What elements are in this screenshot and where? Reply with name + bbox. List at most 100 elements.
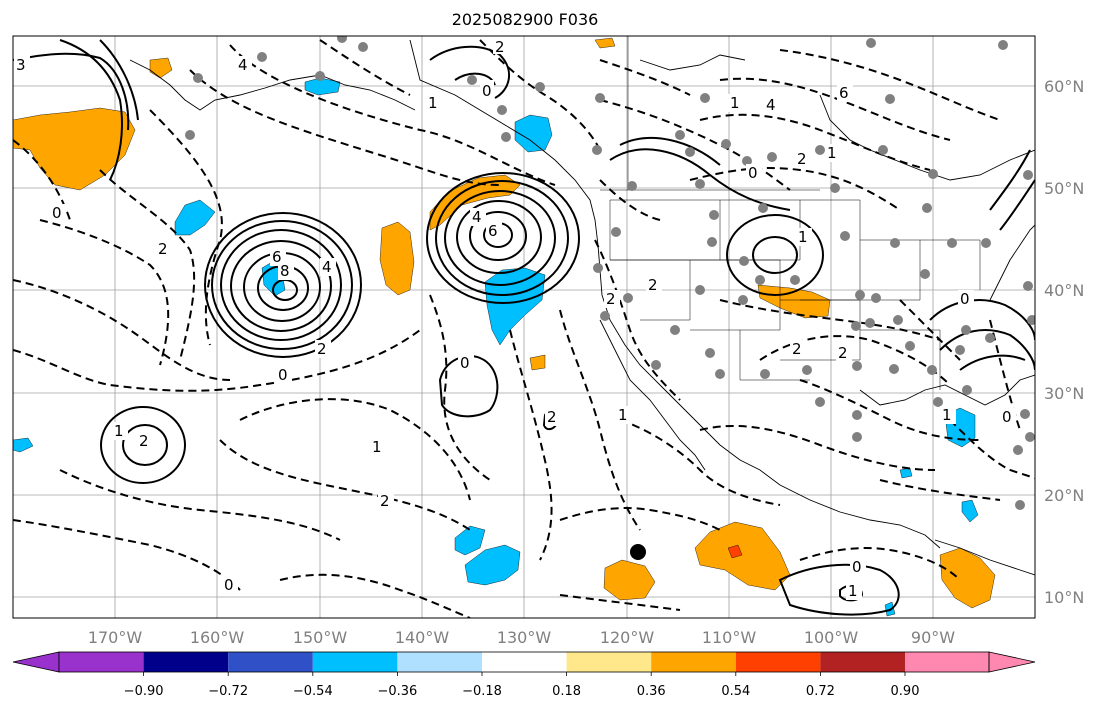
orange-patch — [939, 547, 996, 609]
contour-label: 2 — [139, 432, 149, 450]
orange-patch — [529, 354, 546, 371]
contour-label: 0 — [852, 558, 862, 576]
lat-label: 40°N — [1044, 281, 1084, 300]
contour-label: 2 — [606, 290, 616, 308]
colorbar-segment — [482, 652, 567, 672]
orange-patch — [603, 559, 656, 601]
state-borders — [600, 36, 981, 390]
colorbar-tick: −0.72 — [208, 684, 248, 699]
lat-label: 60°N — [1044, 77, 1084, 96]
contour-label: 6 — [272, 248, 282, 266]
contour-label: 1 — [428, 94, 438, 112]
lat-label: 20°N — [1044, 486, 1084, 505]
contour-label: 4 — [322, 258, 332, 276]
lon-label: 130°W — [497, 628, 552, 647]
lon-label: 90°W — [911, 628, 955, 647]
colorbar-extend-high — [988, 651, 1036, 673]
orange-patch — [757, 284, 831, 319]
contour-label: 1 — [798, 228, 808, 246]
colorbar: −0.90 −0.72 −0.54 −0.36 −0.18 0.18 0.36 … — [12, 651, 1036, 699]
coastlines — [129, 39, 1035, 576]
colorbar-segment — [312, 652, 398, 672]
lat-label: 50°N — [1044, 179, 1084, 198]
cyan-patch — [899, 467, 913, 479]
contour-label: 4 — [238, 56, 248, 74]
colorbar-segment — [228, 652, 313, 672]
dashed-contours — [13, 39, 1035, 618]
colorbar-segment — [651, 652, 736, 672]
contour-label: 2 — [838, 344, 848, 362]
map-title: 2025082900 F036 — [451, 10, 599, 29]
contour-label: 0 — [1002, 408, 1012, 426]
colorbar-tick: −0.36 — [377, 684, 417, 699]
contour-label: 6 — [488, 222, 498, 240]
colorbar-segment — [905, 652, 989, 672]
contour-label: 8 — [280, 262, 290, 280]
contour-label: 1 — [114, 422, 124, 440]
contour-label: 1 — [372, 438, 382, 456]
contour-label: 0 — [52, 204, 62, 222]
contour-labels: 2 0 1 4 6 8 6 4 2 0 0 1 2 2 1 0 2 0 1 2 … — [14, 36, 1016, 600]
lon-label: 110°W — [702, 628, 757, 647]
red-patch — [727, 544, 743, 559]
contour-label: 1 — [618, 406, 628, 424]
contour-label: 0 — [224, 576, 234, 594]
lon-label: 170°W — [88, 628, 143, 647]
cyan-patch — [454, 525, 486, 556]
anomaly-shading — [13, 37, 996, 617]
cyan-patch — [174, 199, 216, 236]
cyan-patch — [13, 437, 34, 453]
contour-label: 0 — [960, 290, 970, 308]
colorbar-tick: −0.18 — [462, 684, 502, 699]
colorbar-tick: 0.90 — [891, 684, 920, 699]
colorbar-extend-low — [12, 651, 60, 673]
contour-label: 1 — [942, 406, 952, 424]
colorbar-tick: 0.54 — [721, 684, 750, 699]
cyan-patch — [464, 544, 521, 586]
contour-label: 2 — [317, 340, 327, 358]
contour-label: 2 — [547, 408, 557, 426]
contour-label: 2 — [792, 340, 802, 358]
cyan-patch — [514, 114, 553, 153]
contour-label: 6 — [839, 84, 849, 102]
colorbar-segment — [397, 652, 482, 672]
contour-label: 2 — [797, 150, 807, 168]
lon-label: 160°W — [190, 628, 245, 647]
colorbar-segment — [59, 652, 144, 672]
contour-label: 0 — [748, 164, 758, 182]
contour-label: 2 — [158, 240, 168, 258]
contour-label: 2 — [495, 38, 505, 56]
lon-label: 120°W — [600, 628, 655, 647]
lat-label: 30°N — [1044, 384, 1084, 403]
station-markers — [185, 36, 1035, 510]
lon-label: 150°W — [293, 628, 348, 647]
colorbar-tick: −0.90 — [124, 684, 164, 699]
map-frame — [12, 35, 1036, 619]
storm-center-marker — [630, 544, 646, 560]
contour-label: 1 — [848, 582, 858, 600]
lon-label: 140°W — [395, 628, 450, 647]
colorbar-tick: 0.18 — [552, 684, 581, 699]
contour-label: 4 — [472, 208, 482, 226]
colorbar-segment — [566, 652, 652, 672]
contour-label: 0 — [460, 354, 470, 372]
colorbar-segment — [143, 652, 229, 672]
cyan-patch — [961, 499, 979, 523]
colorbar-tick: 0.36 — [637, 684, 666, 699]
contour-label: 3 — [16, 56, 26, 74]
colorbar-tick: 0.72 — [806, 684, 835, 699]
latitude-labels: 60°N 50°N 40°N 30°N 20°N 10°N — [1044, 77, 1084, 607]
longitude-labels: 170°W 160°W 150°W 140°W 130°W 120°W 110°… — [88, 628, 955, 647]
colorbar-segment — [735, 652, 821, 672]
contour-label: 0 — [482, 82, 492, 100]
contour-label: 0 — [278, 366, 288, 384]
colorbar-tick: −0.54 — [293, 684, 333, 699]
contour-label: 1 — [827, 144, 837, 162]
colorbar-segment — [820, 652, 905, 672]
contour-label: 2 — [648, 276, 658, 294]
contour-label: 2 — [380, 492, 390, 510]
orange-patch — [379, 221, 415, 296]
contour-label: 4 — [766, 96, 776, 114]
lat-label: 10°N — [1044, 588, 1084, 607]
